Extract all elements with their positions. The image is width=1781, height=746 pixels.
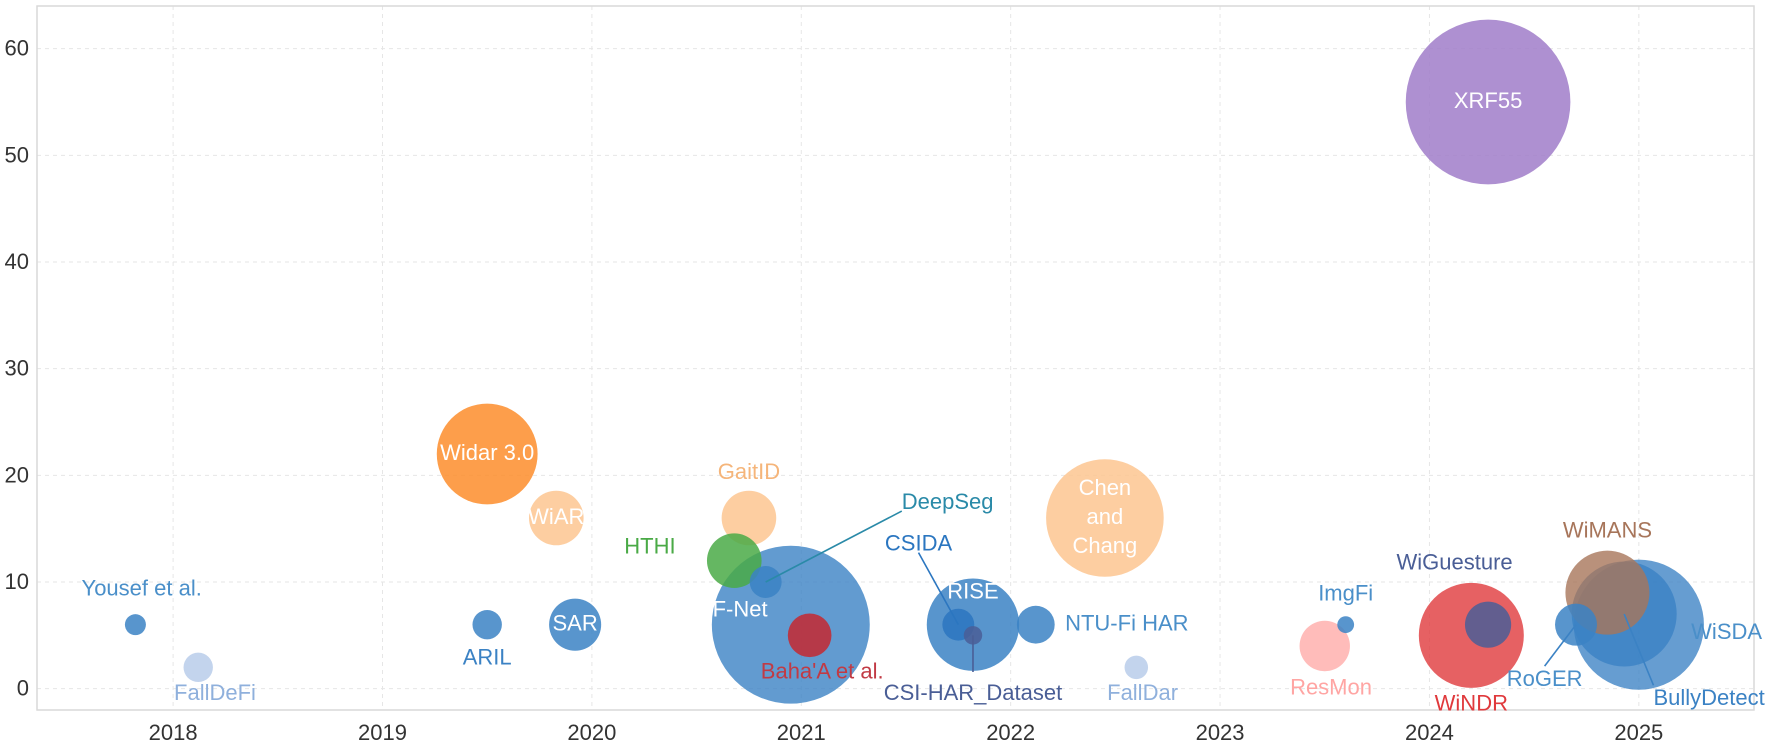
label-yousef-et-al: Yousef et al.: [82, 575, 202, 600]
bubble-xrf55[interactable]: [1405, 19, 1571, 185]
label-imgfi: ImgFi: [1318, 581, 1373, 606]
label-wisda: WiSDA: [1691, 619, 1762, 644]
label-csida: CSIDA: [885, 530, 953, 555]
label-falldefi: FallDeFi: [174, 680, 256, 705]
x-tick-label: 2019: [358, 720, 407, 745]
bubble-chen-and-chang[interactable]: [1046, 459, 1164, 577]
label-csi-har-dataset: CSI-HAR_Dataset: [884, 680, 1063, 705]
bubble-yousef-et-al[interactable]: [124, 614, 146, 636]
y-tick-label: 20: [5, 462, 29, 487]
callout-lines-layer: [765, 510, 1655, 686]
callout-line-bullydetect: [1623, 613, 1655, 686]
label-bullydetect: BullyDetect: [1653, 685, 1764, 710]
label-resmon: ResMon: [1290, 674, 1372, 699]
y-axis-tick-labels: 0 10 20 30 40 50 60: [5, 36, 29, 701]
y-tick-label: 40: [5, 249, 29, 274]
x-tick-label: 2023: [1196, 720, 1245, 745]
label-ntu-fi-har: NTU-Fi HAR: [1065, 610, 1188, 635]
bubble-baha-a-et-al[interactable]: [787, 613, 832, 658]
y-tick-label: 0: [17, 676, 29, 701]
callout-line-roger: [1543, 624, 1577, 667]
y-tick-label: 10: [5, 569, 29, 594]
bubble-imgfi[interactable]: [1337, 616, 1355, 634]
label-word: and: [1087, 504, 1124, 529]
bubble-gaitid[interactable]: [721, 490, 777, 546]
label-gaitid: GaitID: [718, 459, 780, 484]
label-chen-and-chang: Chen and Chang: [1072, 475, 1137, 558]
label-wimans: WiMANS: [1563, 518, 1652, 543]
x-tick-label: 2018: [149, 720, 198, 745]
x-tick-label: 2025: [1614, 720, 1663, 745]
bubble-sar[interactable]: [549, 598, 602, 651]
label-hthi: HTHI: [624, 534, 675, 559]
x-tick-label: 2020: [567, 720, 616, 745]
label-word: Chang: [1072, 533, 1137, 558]
label-wiguesture: WiGuesture: [1396, 550, 1512, 575]
label-deepseg: DeepSeg: [902, 489, 994, 514]
label-wiar: WiAR: [528, 504, 584, 529]
callout-line-deepseg: [765, 510, 903, 583]
x-tick-label: 2024: [1405, 720, 1454, 745]
bubble-wiguesture[interactable]: [1464, 601, 1512, 648]
bubble-widar-3-0[interactable]: [436, 403, 538, 505]
label-baha-a-et-al: Baha'A et al.: [761, 658, 884, 683]
label-sar: SAR: [553, 610, 598, 635]
bubble-ntu-fi-har[interactable]: [1016, 605, 1055, 644]
bubble-aril[interactable]: [472, 609, 502, 640]
y-tick-label: 30: [5, 356, 29, 381]
label-rf-net: RF-Net: [697, 597, 768, 622]
label-roger: RoGER: [1507, 666, 1583, 691]
labels-layer: Yousef et al. FallDeFi ARIL Widar 3.0 WiAR SA…: [82, 88, 1765, 716]
bubble-falldefi[interactable]: [183, 652, 213, 683]
callout-line-csida: [917, 552, 960, 626]
bubble-resmon[interactable]: [1299, 620, 1350, 672]
bubble-hthi[interactable]: [706, 533, 762, 588]
x-axis-tick-labels: 2018 2019 2020 2021 2022 2023 2024 2025: [149, 720, 1664, 745]
plot-frame: [36, 5, 1755, 711]
x-tick-label: 2021: [777, 720, 826, 745]
x-tick-label: 2022: [986, 720, 1035, 745]
label-widar-3-0: Widar 3.0: [440, 440, 534, 465]
label-xrf55: XRF55: [1454, 88, 1522, 113]
bubble-falldar[interactable]: [1124, 655, 1149, 680]
y-tick-label: 50: [5, 142, 29, 167]
label-windr: WiNDR: [1435, 690, 1508, 715]
bubble-deepseg[interactable]: [749, 566, 782, 598]
y-tick-label: 60: [5, 36, 29, 61]
label-aril: ARIL: [463, 645, 512, 670]
label-word: Chen: [1079, 475, 1132, 500]
label-rise: RISE: [947, 578, 998, 603]
bubble-wiar[interactable]: [528, 490, 584, 546]
label-falldar: FallDar: [1107, 680, 1178, 705]
